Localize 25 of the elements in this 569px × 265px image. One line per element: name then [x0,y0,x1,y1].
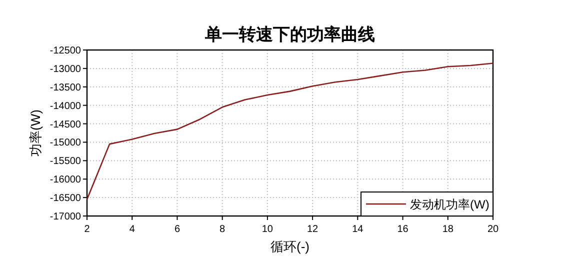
chart-title: 单一转速下的功率曲线 [204,25,375,44]
x-tick-label: 2 [84,224,90,235]
x-tick-label: 12 [306,224,319,235]
y-axis-title: 功率(W) [28,110,43,156]
y-tick-label: -16500 [50,193,82,204]
y-tick-label: -17000 [50,212,82,222]
y-tick-label: -13500 [50,82,82,94]
x-tick-label: 18 [442,224,454,235]
x-tick-label: 20 [487,224,499,235]
legend: 发动机功率(W) [360,192,494,216]
y-tick-label: -15000 [50,138,82,149]
x-tick-label: 6 [174,224,180,235]
y-tick-label: -16000 [50,174,82,186]
x-tick-label: 4 [129,224,136,235]
x-tick-label: 10 [262,224,274,235]
y-tick-label: -15500 [50,156,82,168]
x-tick-label: 8 [220,224,226,235]
y-tick-label: -13000 [50,64,82,75]
y-tick-label: -14500 [50,119,82,130]
x-axis-title: 循环(-) [270,239,310,254]
legend-label: 发动机功率(W) [410,198,490,212]
x-tick-label: 14 [352,224,364,235]
x-tick-label: 16 [397,224,409,235]
y-tick-label: -12500 [50,46,82,56]
y-tick-label: -14000 [50,100,82,112]
